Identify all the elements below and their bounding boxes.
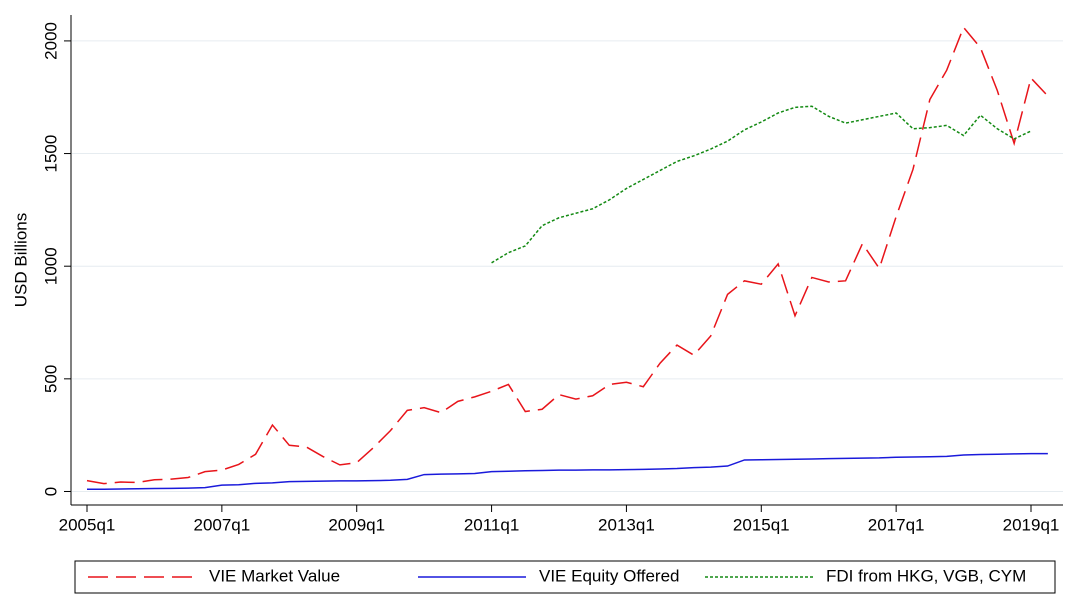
x-tick-label: 2005q1 — [59, 515, 116, 534]
x-tick-label: 2017q1 — [868, 515, 925, 534]
y-tick-label: 1000 — [41, 247, 60, 285]
legend-label: VIE Market Value — [209, 566, 340, 585]
series-line — [87, 452, 1048, 490]
series-line — [491, 105, 1032, 264]
y-tick-label: 1500 — [41, 135, 60, 173]
y-tick-label: 0 — [41, 487, 60, 496]
x-tick-label: 2011q1 — [464, 515, 519, 534]
legend-label: VIE Equity Offered — [539, 566, 679, 585]
series-line — [86, 25, 1049, 485]
x-tick-label: 2015q1 — [733, 515, 790, 534]
y-tick-label: 500 — [41, 365, 60, 393]
legend — [74, 560, 1056, 594]
x-tick-label: 2009q1 — [328, 515, 385, 534]
x-tick-label: 2019q1 — [1003, 515, 1060, 534]
y-axis-title: USD Billions — [11, 213, 30, 307]
y-tick-label: 2000 — [41, 22, 60, 60]
x-tick-label: 2007q1 — [193, 515, 250, 534]
legend-label: FDI from HKG, VGB, CYM — [826, 566, 1026, 585]
x-tick-label: 2013q1 — [598, 515, 655, 534]
